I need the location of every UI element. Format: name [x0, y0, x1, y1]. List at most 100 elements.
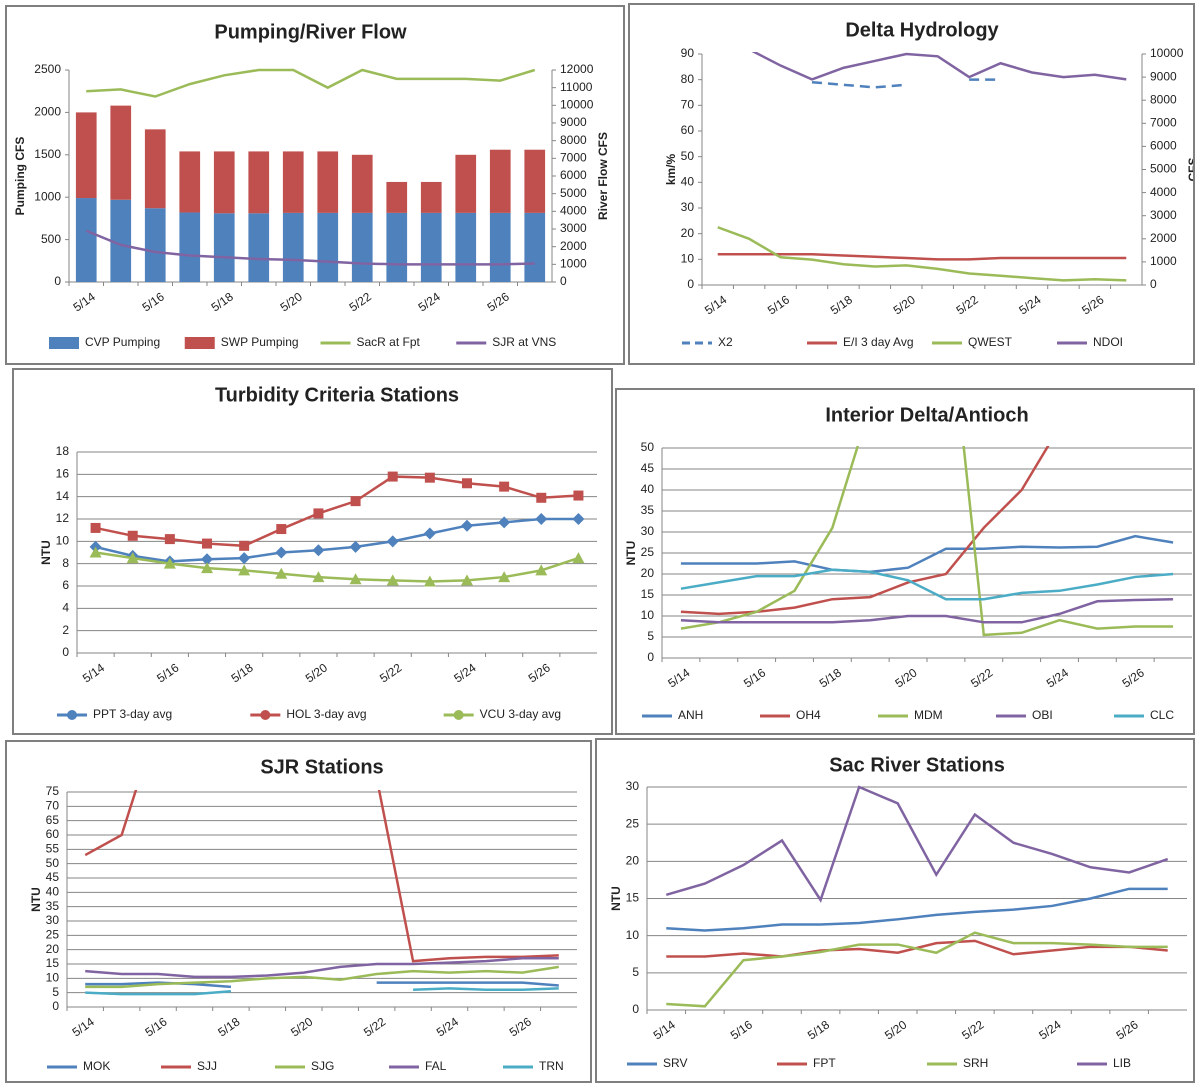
y-tick-label: 20 [681, 226, 695, 240]
y-tick-label: 18 [56, 444, 70, 458]
chart-panel: Interior Delta/Antioch 0 5 10 15 20 25 30 35 40 45… [615, 388, 1195, 735]
bar [489, 149, 511, 213]
marker [386, 574, 399, 586]
y-tick-label: 50 [641, 440, 655, 454]
y-tick-label: 25 [626, 816, 640, 830]
line [680, 597, 1174, 624]
y2-tick-label: 10000 [560, 98, 594, 112]
x-tick-label: 5/18 [817, 665, 844, 690]
x-tick-label: 5/26 [1079, 292, 1106, 317]
bar [420, 181, 442, 213]
legend-label: ANH [678, 708, 703, 722]
chart-title: Sac River Stations [829, 754, 1005, 776]
legend-label: TRN [539, 1059, 564, 1073]
legend-label: HOL 3-day avg [286, 707, 366, 721]
y-tick-label: 20 [46, 942, 60, 956]
line [717, 252, 1127, 261]
y-tick-label: 70 [681, 98, 695, 112]
legend-label: SWP Pumping [221, 335, 299, 349]
x-tick-label: 5/20 [278, 289, 305, 314]
plot-area [75, 68, 546, 282]
y-tick-label: 4 [62, 601, 69, 615]
bar [248, 151, 270, 214]
y2-tick-label: 8000 [1150, 92, 1177, 106]
legend-label: SRV [663, 1056, 687, 1070]
bar [386, 181, 408, 213]
line [85, 981, 559, 989]
chart: Sac River Stations 0 5 10 15 20 25 30 NTU 5/14 5/1… [609, 754, 1187, 1070]
legend-label: VCU 3-day avg [480, 707, 561, 721]
bar [489, 212, 511, 282]
marker [499, 481, 510, 492]
chart-title: Delta Hydrology [845, 19, 999, 41]
marker [89, 546, 102, 558]
y-tick-label: 10 [626, 928, 640, 942]
y-tick-label: 0 [54, 274, 61, 288]
x-tick-label: 5/22 [377, 660, 404, 685]
y-tick-label: 0 [687, 277, 694, 291]
y-tick-label: 45 [46, 870, 60, 884]
legend-label: OBI [1032, 708, 1053, 722]
y-tick-label: 65 [46, 813, 60, 827]
line [85, 987, 559, 996]
legend-label: CLC [1150, 708, 1174, 722]
y-tick-label: 5 [647, 629, 654, 643]
legend-label: SJG [311, 1059, 334, 1073]
marker [349, 573, 362, 585]
line [665, 785, 1169, 903]
legend-swatch [184, 337, 215, 349]
legend-label: NDOI [1093, 335, 1123, 349]
y2-tick-label: 6000 [1150, 139, 1177, 153]
y-tick-label: 10 [56, 534, 70, 548]
y-tick-label: 10 [681, 252, 695, 266]
x-tick-label: 5/14 [71, 289, 98, 314]
x-tick-label: 5/18 [805, 1017, 832, 1042]
bar [282, 151, 304, 213]
x-tick-label: 5/24 [434, 1014, 461, 1039]
marker [573, 490, 584, 501]
bar [455, 212, 477, 282]
marker [498, 516, 511, 529]
y2-tick-label: 5000 [560, 186, 587, 200]
y2-tick-label: 11000 [560, 80, 593, 94]
y-tick-label: 15 [626, 891, 640, 905]
marker [275, 567, 288, 579]
bar [213, 151, 235, 214]
x-tick-label: 5/26 [507, 1014, 534, 1039]
chart-title: Pumping/River Flow [214, 21, 407, 43]
line [680, 534, 1174, 574]
y2-axis-title: River Flow CFS [596, 132, 610, 220]
x-tick-label: 5/22 [968, 665, 995, 690]
chart-title: Interior Delta/Antioch [825, 404, 1028, 426]
x-tick-label: 5/14 [702, 292, 729, 317]
y-tick-label: 1500 [34, 147, 61, 161]
y2-tick-label: 0 [560, 274, 567, 288]
x-tick-label: 5/26 [526, 660, 553, 685]
line [680, 446, 1050, 616]
y-tick-label: 500 [41, 232, 61, 246]
x-tick-label: 5/16 [728, 1017, 755, 1042]
x-tick-label: 5/22 [954, 292, 981, 317]
chart-panel: Delta Hydrology 0 10 20 30 40 50 60 70 80 90 0 1000 2… [628, 3, 1195, 365]
line [680, 446, 1174, 637]
y2-tick-label: 4000 [1150, 185, 1177, 199]
y-tick-label: 55 [46, 842, 60, 856]
y-tick-label: 30 [46, 913, 60, 927]
legend-label: MDM [914, 708, 943, 722]
bar [179, 212, 201, 282]
y-tick-label: 14 [56, 489, 70, 503]
y2-tick-label: 1000 [560, 257, 587, 271]
marker [201, 562, 213, 574]
x-tick-label: 5/16 [140, 289, 167, 314]
chart: SJR Stations 0510152025303540455055606570… [29, 756, 577, 1073]
y-tick-label: 25 [641, 545, 655, 559]
bar [524, 149, 546, 213]
x-tick-label: 5/16 [154, 660, 181, 685]
bar [455, 154, 477, 213]
marker [535, 513, 548, 525]
bar [282, 212, 304, 282]
line [95, 551, 579, 583]
y-tick-label: 25 [46, 928, 60, 942]
x-tick-label: 5/20 [892, 665, 919, 690]
legend-marker [453, 710, 464, 720]
